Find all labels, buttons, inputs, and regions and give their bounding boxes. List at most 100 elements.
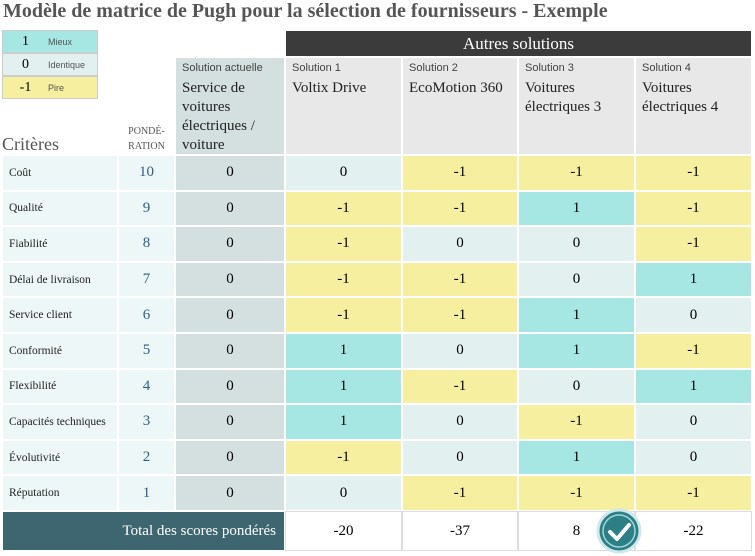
score: -1 (635, 190, 752, 227)
score: -1 (518, 404, 635, 440)
weight: 8 (118, 226, 175, 262)
criterion: Réputation (2, 475, 118, 511)
weight: 9 (118, 190, 175, 227)
current-label: Solution actuelle (182, 62, 263, 74)
score: 0 (402, 333, 518, 369)
score: -1 (402, 261, 518, 298)
score: -1 (285, 261, 402, 298)
score: 0 (635, 439, 752, 476)
weight: 1 (118, 475, 175, 511)
legend-label: Identique (48, 53, 98, 76)
score: -1 (285, 297, 402, 333)
solution-header: Solution 3 Voitures électriques 3 (518, 57, 635, 155)
score: -1 (635, 475, 752, 511)
legend-value: 0 (2, 53, 48, 76)
solution-label: Solution 3 (525, 62, 574, 74)
score: -1 (518, 155, 635, 191)
current-score: 0 (175, 297, 285, 333)
solution-name: Voitures électriques 3 (525, 80, 602, 115)
current-score: 0 (175, 333, 285, 369)
weight: 4 (118, 368, 175, 405)
solution-name: Voitures électriques 4 (642, 80, 719, 115)
criterion: Qualité (2, 190, 118, 227)
criterion: Service client (2, 297, 118, 333)
current-score: 0 (175, 475, 285, 511)
total-value: -37 (402, 511, 518, 551)
weight: 5 (118, 333, 175, 369)
score: -1 (285, 190, 402, 227)
solution-name: EcoMotion 360 (409, 80, 503, 96)
score: -1 (402, 155, 518, 191)
score: 1 (518, 190, 635, 227)
current-header: Solution actuelle Service de voitures éle… (175, 57, 285, 155)
weight-header: PONDÉ- (128, 126, 165, 137)
score: 1 (518, 439, 635, 476)
legend-label: Mieux (48, 30, 98, 53)
score: -1 (285, 439, 402, 476)
criterion: Fiabilité (2, 226, 118, 262)
score: 0 (402, 439, 518, 476)
criterion: Évolutivité (2, 439, 118, 476)
score: -1 (402, 297, 518, 333)
current-score: 0 (175, 261, 285, 298)
current-score: 0 (175, 439, 285, 476)
score: 1 (285, 333, 402, 369)
total-value: -20 (285, 511, 402, 551)
current-score: 0 (175, 155, 285, 191)
score: 0 (402, 226, 518, 262)
best-icon (596, 508, 642, 554)
score: 1 (285, 368, 402, 405)
current-score: 0 (175, 226, 285, 262)
score: -1 (402, 475, 518, 511)
criterion: Délai de livraison (2, 261, 118, 298)
current-name: Service de voitures électriques / voitur… (182, 80, 255, 153)
score: -1 (635, 155, 752, 191)
criteria-header: Critères (2, 134, 59, 154)
legend-label: Pire (48, 76, 98, 99)
weight: 2 (118, 439, 175, 476)
score: 1 (518, 333, 635, 369)
criterion: Coût (2, 155, 118, 191)
solution-label: Solution 1 (292, 62, 341, 74)
weight: 7 (118, 261, 175, 298)
current-score: 0 (175, 368, 285, 405)
score: 1 (285, 404, 402, 440)
score: 1 (635, 261, 752, 298)
solution-header: Solution 4 Voitures électriques 4 (635, 57, 752, 155)
score: 0 (635, 404, 752, 440)
solution-header: Solution 1 Voltix Drive (285, 57, 402, 155)
score: -1 (285, 226, 402, 262)
solution-header: Solution 2 EcoMotion 360 (402, 57, 518, 155)
score: 0 (518, 226, 635, 262)
weight: 10 (118, 155, 175, 191)
score: -1 (402, 368, 518, 405)
score: 0 (402, 404, 518, 440)
weight: 3 (118, 404, 175, 440)
weight-header: RATION (128, 141, 165, 152)
score: 0 (285, 475, 402, 511)
current-score: 0 (175, 404, 285, 440)
legend-value: 1 (2, 30, 48, 53)
criterion: Flexibilité (2, 368, 118, 405)
solution-label: Solution 2 (409, 62, 458, 74)
weight: 6 (118, 297, 175, 333)
total-label: Total des scores pondérés (2, 511, 285, 551)
criterion: Conformité (2, 333, 118, 369)
solution-label: Solution 4 (642, 62, 691, 74)
solution-name: Voltix Drive (292, 80, 367, 96)
score: 0 (285, 155, 402, 191)
current-score: 0 (175, 190, 285, 227)
score: -1 (635, 226, 752, 262)
total-value: -22 (635, 511, 752, 551)
score: -1 (518, 475, 635, 511)
other-header: Autres solutions (285, 30, 752, 57)
score: 0 (518, 261, 635, 298)
score: 1 (518, 297, 635, 333)
legend-value: -1 (2, 76, 48, 99)
title: Modèle de matrice de Pugh pour la sélect… (3, 0, 608, 22)
criterion: Capacités techniques (2, 404, 118, 440)
score: 0 (635, 297, 752, 333)
score: 0 (518, 368, 635, 405)
score: 1 (635, 368, 752, 405)
